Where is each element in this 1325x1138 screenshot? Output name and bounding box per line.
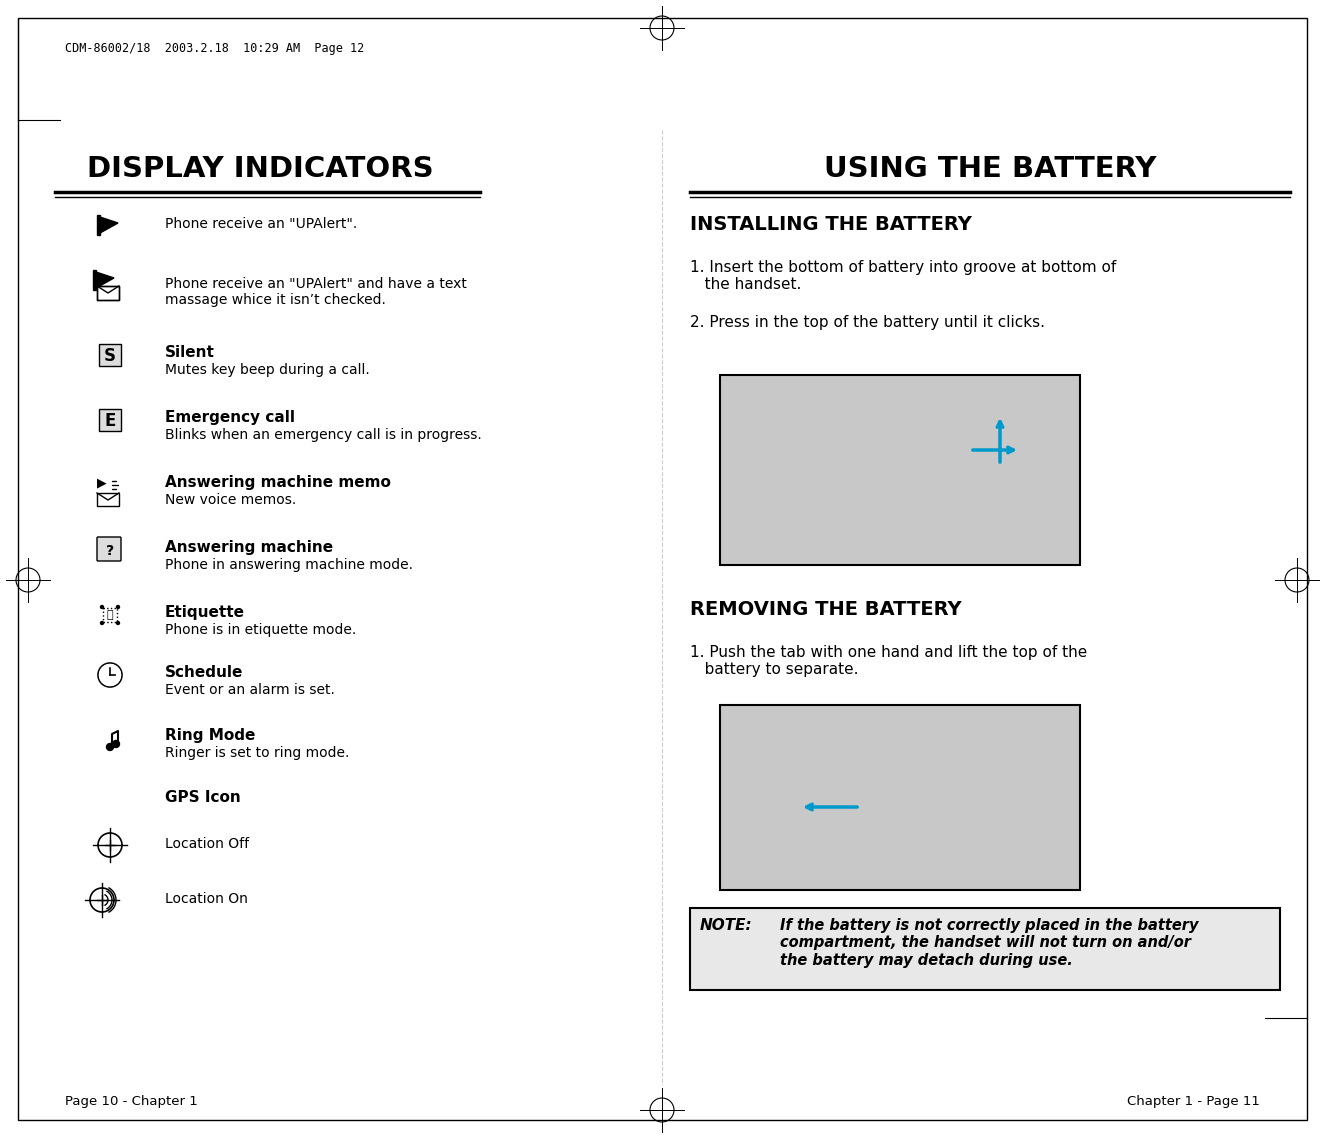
- FancyBboxPatch shape: [97, 286, 119, 300]
- Circle shape: [101, 605, 103, 609]
- Text: E: E: [105, 412, 115, 430]
- Text: Phone receive an "UPAlert".: Phone receive an "UPAlert".: [166, 217, 358, 231]
- Text: Mutes key beep during a call.: Mutes key beep during a call.: [166, 363, 370, 377]
- Polygon shape: [99, 217, 118, 233]
- Text: Silent: Silent: [166, 345, 215, 360]
- Text: NOTE:: NOTE:: [700, 918, 753, 933]
- Text: Phone receive an "UPAlert" and have a text
massage whice it isn’t checked.: Phone receive an "UPAlert" and have a te…: [166, 277, 466, 307]
- Text: 1. Push the tab with one hand and lift the top of the
   battery to separate.: 1. Push the tab with one hand and lift t…: [690, 645, 1088, 677]
- Text: If the battery is not correctly placed in the battery
compartment, the handset w: If the battery is not correctly placed i…: [780, 918, 1199, 967]
- Text: Ringer is set to ring mode.: Ringer is set to ring mode.: [166, 747, 350, 760]
- Text: 2. Press in the top of the battery until it clicks.: 2. Press in the top of the battery until…: [690, 315, 1045, 330]
- Text: New voice memos.: New voice memos.: [166, 493, 297, 508]
- FancyBboxPatch shape: [97, 493, 119, 506]
- Text: Phone in answering machine mode.: Phone in answering machine mode.: [166, 558, 413, 572]
- Text: DISPLAY INDICATORS: DISPLAY INDICATORS: [86, 155, 433, 183]
- FancyBboxPatch shape: [99, 344, 121, 366]
- Text: Ring Mode: Ring Mode: [166, 728, 256, 743]
- Text: INSTALLING THE BATTERY: INSTALLING THE BATTERY: [690, 215, 971, 234]
- Circle shape: [101, 621, 103, 625]
- Text: USING THE BATTERY: USING THE BATTERY: [824, 155, 1157, 183]
- FancyBboxPatch shape: [97, 537, 121, 561]
- FancyBboxPatch shape: [99, 409, 121, 431]
- Text: Answering machine: Answering machine: [166, 541, 333, 555]
- Text: Emergency call: Emergency call: [166, 410, 295, 424]
- Circle shape: [106, 743, 114, 750]
- Text: Event or an alarm is set.: Event or an alarm is set.: [166, 683, 335, 696]
- Bar: [103, 608, 117, 622]
- Bar: [719, 706, 1080, 890]
- Text: Etiquette: Etiquette: [166, 605, 245, 620]
- Text: Phone is in etiquette mode.: Phone is in etiquette mode.: [166, 622, 356, 637]
- Circle shape: [113, 741, 119, 748]
- Text: Blinks when an emergency call is in progress.: Blinks when an emergency call is in prog…: [166, 428, 482, 442]
- Text: Location On: Location On: [166, 892, 248, 906]
- Polygon shape: [95, 272, 114, 288]
- Text: ?: ?: [106, 544, 114, 558]
- Text: Location Off: Location Off: [166, 838, 249, 851]
- Polygon shape: [97, 215, 99, 236]
- Text: 1. Insert the bottom of battery into groove at bottom of
   the handset.: 1. Insert the bottom of battery into gro…: [690, 259, 1116, 292]
- Text: S: S: [103, 347, 117, 365]
- Text: Chapter 1 - Page 11: Chapter 1 - Page 11: [1128, 1095, 1260, 1108]
- Text: GPS Icon: GPS Icon: [166, 790, 241, 805]
- Bar: [690, 908, 1280, 990]
- Circle shape: [99, 665, 121, 685]
- Text: CDM-86002/18  2003.2.18  10:29 AM  Page 12: CDM-86002/18 2003.2.18 10:29 AM Page 12: [65, 42, 364, 55]
- Bar: [719, 376, 1080, 564]
- Text: Answering machine memo: Answering machine memo: [166, 475, 391, 490]
- Text: 振: 振: [107, 610, 114, 620]
- Text: Page 10 - Chapter 1: Page 10 - Chapter 1: [65, 1095, 197, 1108]
- Text: ▶: ▶: [97, 477, 107, 489]
- Polygon shape: [93, 270, 95, 290]
- Text: REMOVING THE BATTERY: REMOVING THE BATTERY: [690, 600, 962, 619]
- Text: Schedule: Schedule: [166, 665, 244, 681]
- Circle shape: [117, 605, 119, 609]
- Circle shape: [117, 621, 119, 625]
